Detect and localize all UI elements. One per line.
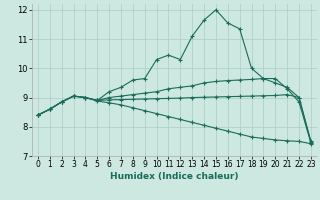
- X-axis label: Humidex (Indice chaleur): Humidex (Indice chaleur): [110, 172, 239, 181]
